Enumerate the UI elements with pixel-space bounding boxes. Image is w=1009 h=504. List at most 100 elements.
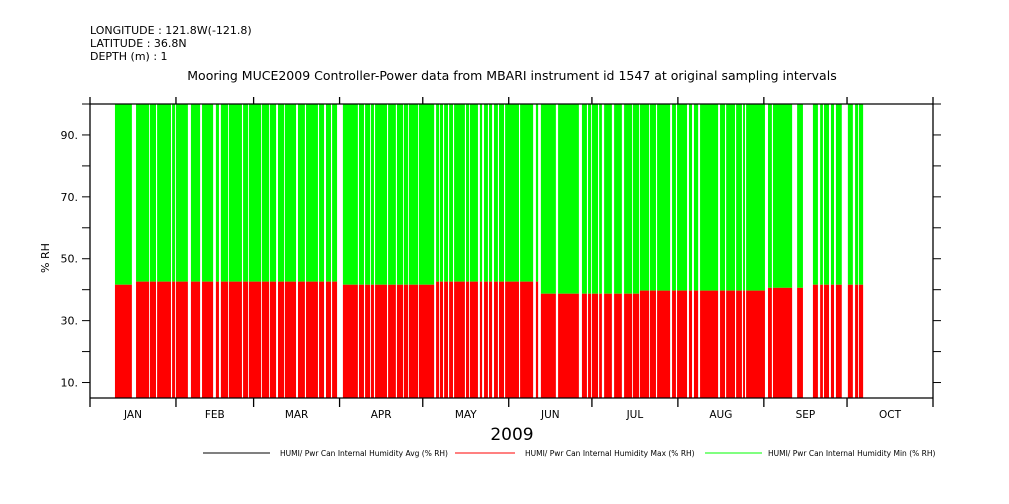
max-series-bar (632, 293, 640, 398)
min-series-bar (228, 104, 242, 282)
min-series-bar (358, 104, 364, 285)
min-series-bar (175, 104, 188, 282)
max-series-bar (772, 287, 793, 398)
min-series-bar (830, 104, 835, 285)
min-series-bar (688, 104, 693, 291)
max-series-bar (499, 281, 505, 398)
max-series-bar (726, 290, 736, 398)
max-series-bar (157, 281, 171, 398)
min-series-bar (726, 104, 736, 291)
min-series-bar (466, 104, 470, 282)
max-series-bar (812, 284, 818, 398)
max-series-bar (436, 281, 440, 398)
y-tick-label: 10. (61, 377, 79, 390)
depth-label: DEPTH (m) : 1 (90, 50, 168, 63)
max-series-bar (388, 284, 396, 398)
min-series-bar (325, 104, 331, 282)
y-tick-label: 70. (61, 191, 79, 204)
max-series-bar (149, 281, 156, 398)
max-series-bar (797, 287, 803, 398)
legend-label-min: HUMI/ Pwr Can Internal Humidity Min (% R… (768, 449, 936, 458)
min-series-bar (375, 104, 387, 285)
min-series-bar (797, 104, 803, 288)
min-series-bar (190, 104, 201, 282)
min-series-bar (418, 104, 435, 285)
legend-label-max: HUMI/ Pwr Can Internal Humidity Max (% R… (525, 449, 695, 458)
min-series-bar (449, 104, 453, 282)
max-series-bar (604, 293, 612, 398)
min-series-bar (172, 104, 176, 282)
min-series-bar (599, 104, 602, 294)
x-tick-label: JAN (123, 409, 142, 421)
min-series-bar (588, 104, 592, 294)
max-series-bar (746, 290, 765, 398)
min-series-bar (858, 104, 864, 285)
min-series-bar (342, 104, 358, 285)
max-series-bar (649, 290, 656, 398)
min-series-bar (479, 104, 483, 282)
min-series-bar (672, 104, 676, 291)
max-series-bar (408, 284, 419, 398)
max-series-bar (639, 290, 650, 398)
min-series-bar (436, 104, 440, 282)
x-tick-label: FEB (205, 409, 225, 421)
min-series-bar (297, 104, 305, 282)
min-series-bar (624, 104, 633, 294)
min-series-bar (520, 104, 534, 282)
min-series-bar (136, 104, 150, 282)
min-series-bar (591, 104, 599, 294)
max-series-bar (175, 281, 188, 398)
y-tick-label: 90. (61, 129, 79, 142)
max-series-bar (243, 281, 249, 398)
max-series-bar (136, 281, 150, 398)
max-series-bar (172, 281, 176, 398)
min-series-bar (614, 104, 622, 294)
chart-title: Mooring MUCE2009 Controller-Power data f… (187, 68, 837, 83)
min-series-bar (403, 104, 409, 285)
max-series-bar (835, 284, 842, 398)
min-series-bar (812, 104, 818, 285)
min-series-bar (700, 104, 719, 291)
min-series-bar (835, 104, 842, 285)
min-series-bar (454, 104, 465, 282)
min-series-bar (444, 104, 448, 282)
x-tick-label: JUL (626, 409, 644, 421)
max-series-bar (248, 281, 262, 398)
max-series-bar (332, 281, 338, 398)
y-tick-label: 30. (61, 315, 79, 328)
min-series-bar (847, 104, 853, 285)
min-series-bar (319, 104, 325, 282)
min-series-bar (693, 104, 699, 291)
max-series-bar (847, 284, 853, 398)
max-series-bar (220, 281, 229, 398)
max-series-bar (439, 281, 444, 398)
max-series-bar (454, 281, 465, 398)
min-series-bar (396, 104, 404, 285)
latitude-label: LATITUDE : 36.8N (90, 37, 187, 50)
min-series-bar (489, 104, 493, 282)
max-series-bar (581, 293, 587, 398)
max-series-bar (520, 281, 534, 398)
min-series-bar (746, 104, 765, 291)
max-series-bar (736, 290, 742, 398)
min-series-bar (269, 104, 277, 282)
max-series-bar (588, 293, 592, 398)
min-series-bar (220, 104, 229, 282)
max-series-bar (190, 281, 201, 398)
max-series-bar (284, 281, 297, 398)
max-series-bar (418, 284, 435, 398)
max-series-bar (540, 293, 556, 398)
max-series-bar (558, 293, 579, 398)
max-series-bar (466, 281, 470, 398)
legend-label-avg: HUMI/ Pwr Can Internal Humidity Avg (% R… (280, 449, 448, 458)
max-series-bar (599, 293, 602, 398)
max-series-bar (479, 281, 483, 398)
max-series-bar (824, 284, 830, 398)
max-series-bar (700, 290, 719, 398)
max-series-bar (657, 290, 671, 398)
max-series-bar (484, 281, 488, 398)
x-tick-label: OCT (879, 409, 902, 421)
max-series-bar (403, 284, 409, 398)
x-tick-label: MAR (285, 409, 309, 421)
